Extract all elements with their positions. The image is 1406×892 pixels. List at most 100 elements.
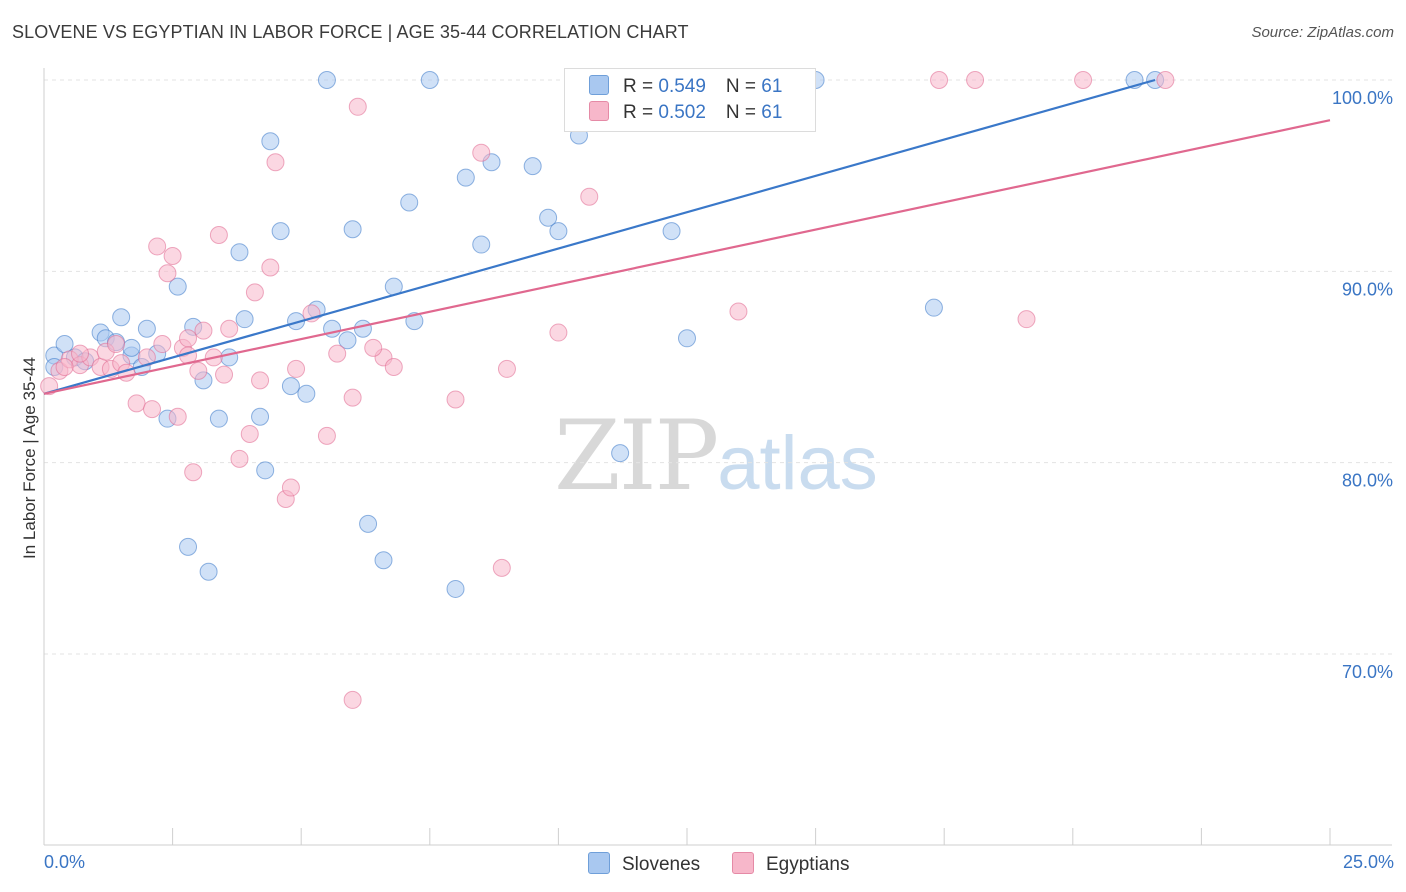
egyptian-point — [348, 97, 367, 116]
slovene-point — [297, 384, 316, 403]
slovene-point — [400, 193, 419, 212]
watermark-atlas: atlas — [717, 421, 878, 506]
slovene-point — [662, 222, 681, 241]
egyptian-point — [245, 283, 264, 302]
slovene-point — [678, 329, 696, 348]
egyptian-point — [1156, 71, 1175, 89]
chart-title: SLOVENE VS EGYPTIAN IN LABOR FORCE | AGE… — [12, 22, 689, 42]
egyptian-point — [220, 319, 239, 338]
y-tick-label: 100.0% — [1332, 88, 1393, 108]
slovene-point — [281, 377, 300, 396]
slovene-point — [261, 132, 280, 151]
egyptian-point — [930, 71, 949, 89]
egyptian-point — [446, 390, 465, 409]
egyptian-point — [215, 365, 234, 384]
egyptian-point — [230, 449, 249, 468]
egyptian-point — [1017, 310, 1036, 329]
egyptians-trend-line — [43, 119, 1331, 395]
slovene-point — [523, 157, 542, 176]
egyptian-point — [107, 335, 126, 354]
egyptians-legend-swatch — [732, 852, 754, 874]
slovene-point — [168, 277, 187, 296]
egyptians-n-label: N = — [725, 102, 762, 123]
egyptian-point — [71, 344, 90, 363]
slovene-point — [343, 220, 362, 239]
egyptian-point — [189, 361, 208, 380]
legend-row-egyptians: R = 0.502 N = 61 — [589, 101, 782, 127]
slovene-point — [539, 208, 558, 227]
slovenes-r-label: R = — [623, 76, 659, 97]
series-legend-egyptians: Egyptians — [732, 852, 849, 876]
egyptian-point — [153, 335, 172, 354]
slovene-point — [256, 461, 275, 480]
slovene-point — [112, 308, 131, 327]
slovenes-n-label: N = — [725, 76, 762, 97]
correlation-legend: R = 0.549 N = 61 R = 0.502 N = 61 — [564, 68, 816, 132]
slovene-point — [359, 514, 378, 533]
egyptian-point — [364, 338, 383, 357]
egyptian-point — [194, 321, 213, 340]
source-label: Source: ZipAtlas.com — [1251, 24, 1394, 41]
egyptian-point — [317, 426, 336, 445]
egyptian-point — [343, 388, 362, 407]
egyptian-point — [137, 348, 156, 367]
slovene-point — [179, 537, 198, 556]
slovene-point — [199, 562, 218, 581]
egyptian-point — [580, 187, 599, 206]
egyptian-point — [127, 394, 146, 413]
egyptian-point — [240, 424, 259, 443]
egyptian-point — [384, 358, 403, 376]
egyptian-point — [163, 247, 182, 266]
slovene-point — [549, 222, 568, 241]
egyptian-point — [148, 237, 167, 256]
egyptians-swatch — [589, 101, 609, 121]
egyptian-point — [55, 358, 74, 376]
egyptians-n-value: 61 — [761, 102, 783, 123]
slovene-point — [230, 243, 249, 262]
egyptian-point — [251, 371, 270, 390]
slovenes-legend-label: Slovenes — [622, 854, 701, 875]
egyptian-point — [549, 323, 568, 342]
slovene-point — [235, 310, 254, 329]
slovene-point — [251, 407, 270, 426]
egyptian-point — [287, 359, 306, 378]
egyptian-point — [497, 359, 516, 378]
egyptian-point — [281, 478, 300, 497]
slovene-point — [472, 235, 491, 254]
x-tick-label-min: 0.0% — [44, 852, 86, 872]
series-legend-slovenes: Slovenes — [588, 852, 700, 876]
slovene-point — [338, 331, 357, 350]
egyptian-point — [966, 71, 985, 89]
slovenes-r-value: 0.549 — [658, 76, 706, 97]
watermark: ZIPatlas — [554, 400, 878, 512]
egyptians-r-label: R = — [623, 102, 659, 123]
egyptian-point — [158, 264, 177, 283]
slovene-point — [271, 222, 290, 241]
egyptian-point — [472, 143, 491, 162]
slovene-point — [374, 551, 393, 570]
egyptian-point — [729, 302, 748, 321]
egyptian-point — [328, 344, 347, 363]
slovenes-n-value: 61 — [761, 76, 783, 97]
egyptian-point — [343, 690, 362, 709]
egyptian-point — [266, 153, 285, 172]
egyptians-r-value: 0.502 — [658, 102, 706, 123]
slovene-point — [611, 444, 630, 463]
x-tick-label-max: 25.0% — [1342, 852, 1394, 872]
slovene-point — [122, 338, 141, 357]
egyptian-point — [492, 558, 511, 577]
slovene-point — [353, 319, 372, 338]
slovenes-swatch — [589, 75, 609, 95]
slovene-point — [317, 71, 336, 89]
slovene-point — [924, 298, 943, 317]
watermark-zip: ZIP — [554, 400, 719, 512]
slovene-point — [456, 168, 475, 187]
y-tick-label: 80.0% — [1342, 471, 1393, 491]
slovene-point — [137, 319, 156, 338]
slovene-point — [420, 71, 439, 89]
y-tick-label: 70.0% — [1342, 662, 1393, 682]
egyptian-point — [168, 407, 187, 426]
slovenes-legend-swatch — [588, 852, 610, 874]
egyptian-point — [1074, 71, 1093, 89]
y-tick-label: 90.0% — [1342, 279, 1393, 299]
